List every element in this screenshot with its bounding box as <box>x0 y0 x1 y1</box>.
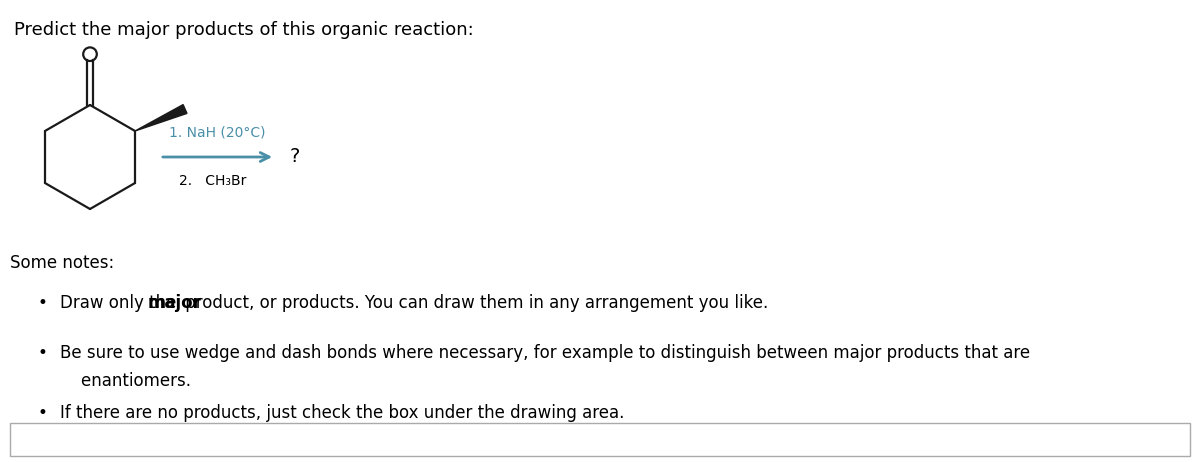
Text: •: • <box>38 294 48 312</box>
Text: major: major <box>148 294 202 312</box>
Bar <box>10 423 1190 456</box>
Text: product, or products. You can draw them in any arrangement you like.: product, or products. You can draw them … <box>180 294 768 312</box>
Text: Be sure to use wedge and dash bonds where necessary, for example to distinguish : Be sure to use wedge and dash bonds wher… <box>60 344 1030 362</box>
Text: ?: ? <box>290 147 300 166</box>
Text: •: • <box>38 344 48 362</box>
Text: Some notes:: Some notes: <box>10 254 114 272</box>
Text: Predict the major products of this organic reaction:: Predict the major products of this organ… <box>14 21 474 39</box>
Text: •: • <box>38 404 48 422</box>
Text: Draw only the: Draw only the <box>60 294 181 312</box>
Text: 2.   CH₃Br: 2. CH₃Br <box>179 174 246 188</box>
Text: 1. NaH (20°C): 1. NaH (20°C) <box>169 126 265 140</box>
Polygon shape <box>136 104 187 131</box>
Text: If there are no products, just check the box under the drawing area.: If there are no products, just check the… <box>60 404 624 422</box>
Text: enantiomers.: enantiomers. <box>60 372 191 390</box>
